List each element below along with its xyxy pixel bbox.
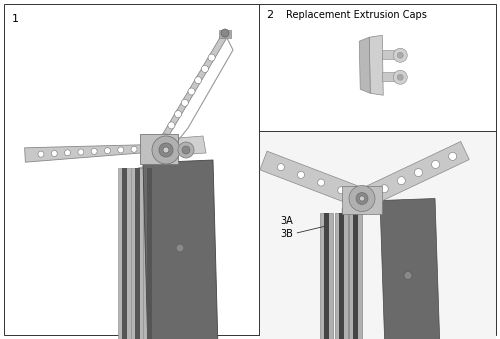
- Circle shape: [432, 160, 440, 168]
- Circle shape: [38, 151, 44, 157]
- Circle shape: [163, 147, 169, 153]
- Circle shape: [52, 151, 58, 157]
- Circle shape: [202, 65, 208, 73]
- Polygon shape: [380, 199, 440, 339]
- Polygon shape: [153, 136, 206, 156]
- Bar: [147, 168, 152, 339]
- Bar: [349, 213, 362, 339]
- Circle shape: [397, 74, 403, 80]
- Circle shape: [168, 122, 175, 129]
- Polygon shape: [260, 151, 358, 205]
- Circle shape: [182, 99, 188, 106]
- Circle shape: [208, 54, 215, 61]
- Circle shape: [182, 146, 190, 154]
- Text: 1: 1: [12, 14, 19, 24]
- Bar: [143, 168, 156, 339]
- Text: 3B: 3B: [280, 228, 293, 239]
- Circle shape: [404, 272, 412, 280]
- Bar: [382, 72, 400, 81]
- Circle shape: [414, 168, 422, 177]
- Bar: [335, 213, 348, 339]
- Bar: [342, 185, 382, 214]
- Bar: [135, 168, 140, 339]
- Circle shape: [338, 187, 345, 194]
- Circle shape: [174, 111, 182, 118]
- Circle shape: [144, 145, 150, 152]
- Bar: [140, 134, 178, 164]
- Circle shape: [360, 196, 364, 201]
- Bar: [324, 213, 329, 339]
- Circle shape: [104, 148, 110, 154]
- Polygon shape: [366, 141, 470, 204]
- Circle shape: [118, 147, 124, 153]
- Polygon shape: [138, 166, 150, 339]
- Polygon shape: [369, 35, 384, 95]
- Polygon shape: [24, 144, 158, 162]
- Circle shape: [131, 146, 137, 152]
- Circle shape: [398, 177, 406, 185]
- Polygon shape: [359, 37, 370, 93]
- Bar: [122, 168, 127, 339]
- Bar: [339, 213, 344, 339]
- Bar: [131, 168, 144, 339]
- Polygon shape: [143, 160, 218, 339]
- Circle shape: [188, 88, 195, 95]
- Circle shape: [178, 142, 194, 158]
- Bar: [353, 213, 358, 339]
- Text: Replacement Extrusion Caps: Replacement Extrusion Caps: [286, 10, 428, 20]
- Bar: [320, 213, 333, 339]
- Bar: [258, 131, 496, 339]
- Circle shape: [298, 172, 304, 178]
- Circle shape: [393, 70, 407, 84]
- Bar: [382, 50, 400, 59]
- Circle shape: [176, 244, 184, 252]
- Text: 2: 2: [266, 10, 274, 20]
- Circle shape: [159, 143, 173, 157]
- Bar: [118, 168, 131, 339]
- Circle shape: [318, 179, 324, 186]
- Circle shape: [349, 185, 375, 212]
- Circle shape: [356, 193, 368, 204]
- Circle shape: [194, 77, 202, 84]
- Circle shape: [448, 152, 456, 160]
- Text: 3A: 3A: [280, 216, 293, 225]
- Circle shape: [393, 48, 407, 62]
- Circle shape: [152, 136, 180, 164]
- Bar: [219, 30, 231, 38]
- Circle shape: [221, 29, 229, 37]
- Polygon shape: [156, 34, 228, 149]
- Circle shape: [91, 148, 97, 154]
- Circle shape: [380, 185, 388, 193]
- Circle shape: [161, 133, 168, 140]
- Circle shape: [278, 164, 284, 171]
- Polygon shape: [342, 206, 354, 339]
- Circle shape: [78, 149, 84, 155]
- Circle shape: [397, 52, 403, 58]
- Circle shape: [64, 150, 70, 156]
